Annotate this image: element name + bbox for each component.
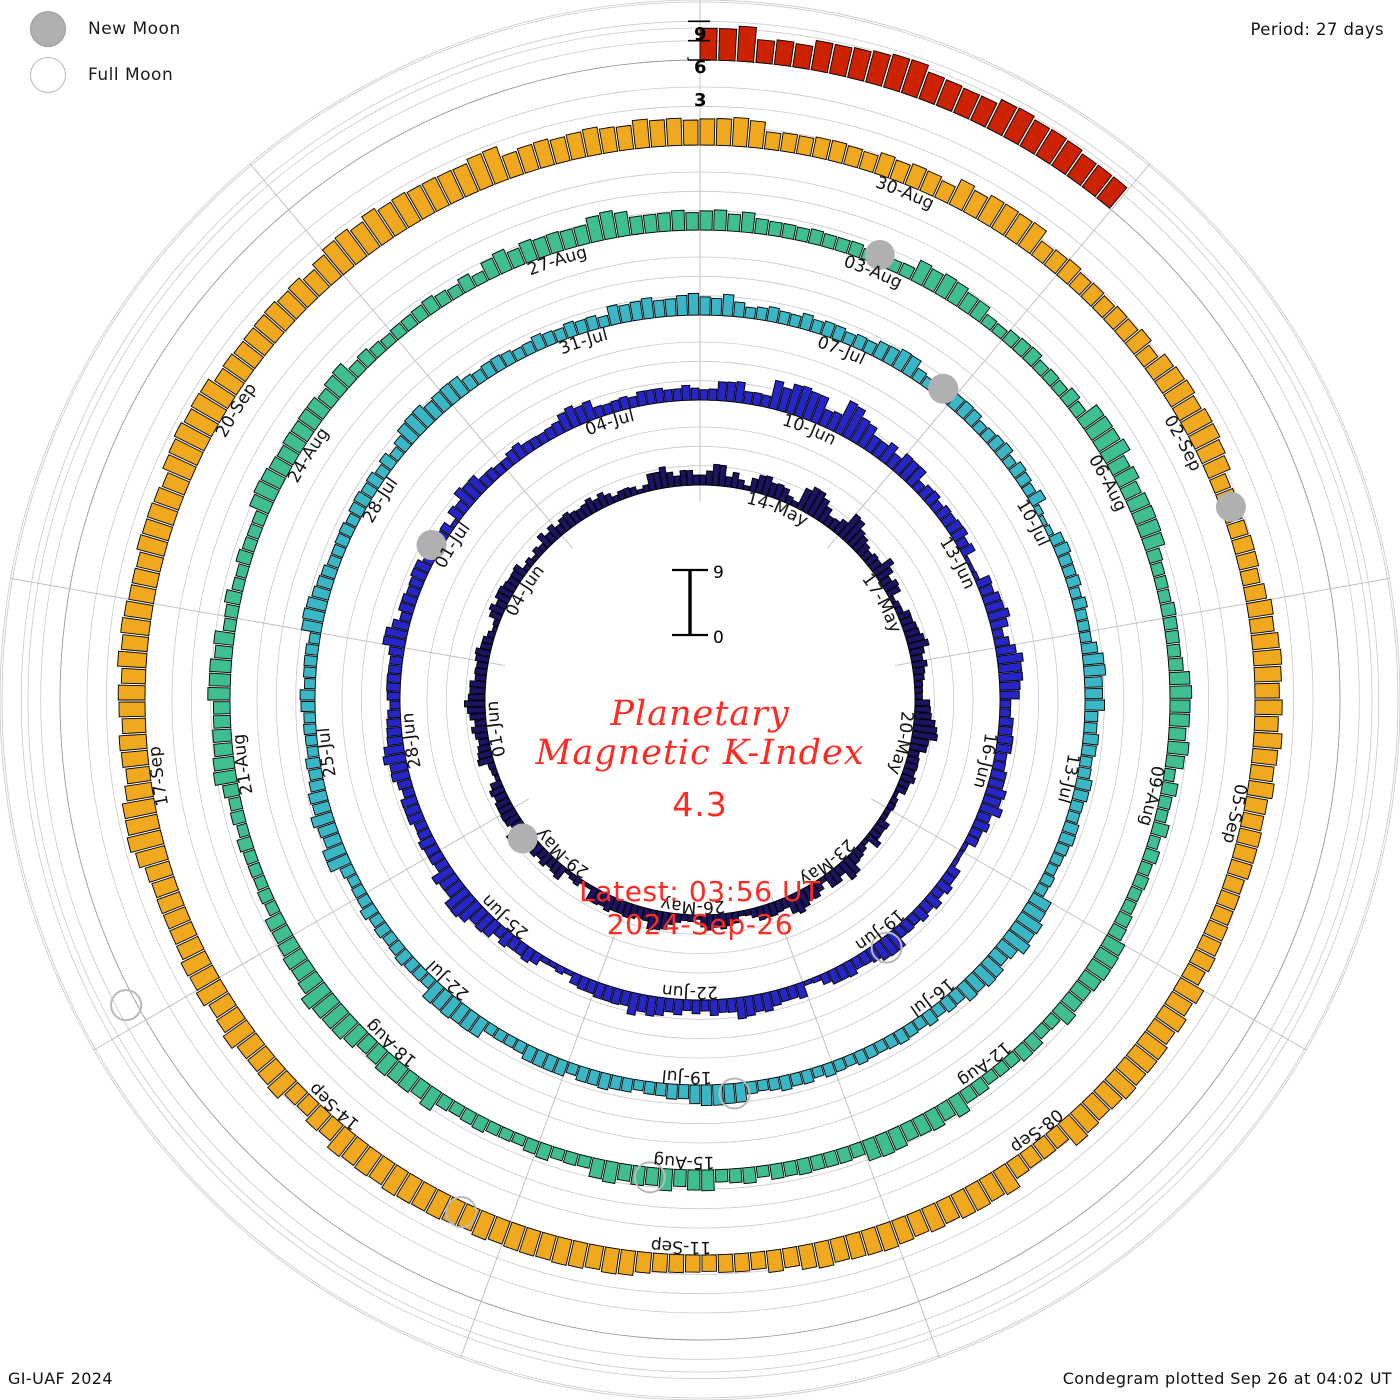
radial-tick-3: 3 <box>694 90 707 111</box>
full-moon-icon <box>445 1196 478 1229</box>
ring-3-bars <box>299 292 1107 1107</box>
legend-item-new-moon: New Moon <box>24 6 304 52</box>
moon-legend: New Moon Full Moon <box>24 6 304 98</box>
date-tick-label: 17-Sep <box>145 745 173 807</box>
new-moon-icon <box>1215 491 1246 522</box>
full-moon-icon <box>633 1161 666 1194</box>
credit-text: GI-UAF 2024 <box>8 1369 113 1388</box>
ring-2-bars <box>382 379 1024 1020</box>
date-tick-label: 13-Jun <box>935 533 979 592</box>
ring-6-bars <box>699 25 1128 209</box>
new-moon-icon <box>507 823 538 854</box>
scale-bar <box>672 20 710 637</box>
radial-tick-6: 6 <box>694 57 707 78</box>
date-tick-label: 19-Jul <box>661 1065 712 1087</box>
new-moon-icon <box>864 239 895 270</box>
new-moon-icon <box>30 11 66 47</box>
scale-bar-label-top: 9 <box>713 563 724 583</box>
plotted-text: Condegram plotted Sep 26 at 04:02 UT <box>1062 1369 1392 1388</box>
radial-axis-ticks: 9 6 3 <box>694 26 734 125</box>
full-moon-icon <box>30 57 66 93</box>
period-text: Period: 27 days <box>1250 20 1384 39</box>
legend-item-full-moon: Full Moon <box>24 52 304 98</box>
date-tick-label: 22-Jun <box>661 980 719 1002</box>
date-tick-label: 26-May <box>659 893 726 917</box>
legend-label-full-moon: Full Moon <box>88 65 174 85</box>
legend-label-new-moon: New Moon <box>88 19 181 39</box>
radial-tick-9: 9 <box>694 24 707 45</box>
ring-4-bars <box>207 209 1193 1192</box>
ring-1-bars <box>463 463 939 931</box>
moon-markers <box>110 239 1246 1229</box>
full-moon-icon <box>110 989 143 1022</box>
scale-bar-label-bottom: 0 <box>713 628 724 648</box>
new-moon-icon <box>928 373 959 404</box>
full-moon-icon <box>718 1077 751 1110</box>
new-moon-icon <box>416 530 447 560</box>
date-tick-label: 11-Sep <box>650 1235 711 1257</box>
full-moon-icon <box>870 931 903 964</box>
date-tick-label: 15-Aug <box>652 1150 714 1172</box>
